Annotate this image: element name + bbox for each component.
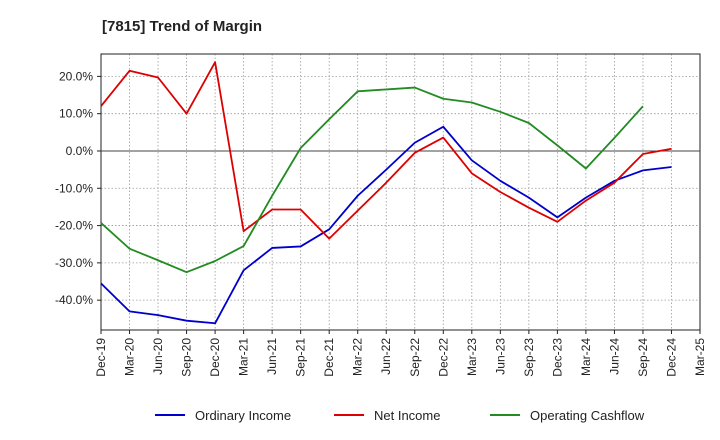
legend-label-operating-cashflow: Operating Cashflow (530, 408, 645, 423)
x-tick-label: Sep-23 (522, 338, 536, 377)
x-tick-label: Jun-24 (607, 338, 621, 375)
x-tick-label: Dec-19 (94, 338, 108, 377)
legend-label-net-income: Net Income (374, 408, 440, 423)
x-tick-label: Mar-25 (693, 338, 707, 376)
y-tick-label: 10.0% (59, 107, 93, 121)
x-tick-label: Sep-22 (408, 338, 422, 377)
y-tick-label: 0.0% (66, 144, 94, 158)
x-tick-label: Sep-21 (294, 338, 308, 377)
x-tick-label: Mar-23 (465, 338, 479, 376)
x-axis-ticks: Dec-19 Mar-20 Jun-20 Sep-20 Dec-20 Mar-21 Jun-… (94, 330, 707, 377)
gridlines (101, 54, 700, 330)
x-tick-label: Sep-24 (636, 338, 650, 377)
x-tick-label: Jun-20 (151, 338, 165, 375)
x-tick-label: Jun-23 (493, 338, 507, 375)
chart-title: [7815] Trend of Margin (102, 18, 262, 35)
x-tick-label: Mar-20 (123, 338, 137, 376)
y-tick-label: -20.0% (55, 219, 93, 233)
x-tick-label: Dec-21 (322, 338, 336, 377)
x-tick-label: Dec-24 (664, 338, 678, 377)
x-tick-label: Mar-24 (579, 338, 593, 376)
y-tick-label: -40.0% (55, 293, 93, 307)
net-income-line (100, 61, 672, 240)
x-tick-label: Jun-21 (265, 338, 279, 375)
x-tick-label: Dec-23 (550, 338, 564, 377)
y-axis-ticks: 20.0% 10.0% 0.0% -10.0% -20.0% -30.0% -40.0% (55, 69, 101, 307)
y-tick-label: -10.0% (55, 181, 93, 195)
x-tick-label: Jun-22 (379, 338, 393, 375)
x-tick-label: Dec-22 (436, 338, 450, 377)
operating-cashflow-line (100, 86, 644, 274)
legend: Ordinary Income Net Income Operating Cashf… (155, 408, 645, 423)
y-tick-label: 20.0% (59, 69, 93, 83)
ordinary-income-line (100, 125, 672, 325)
series-lines (100, 61, 672, 325)
plot-area (100, 53, 701, 331)
x-tick-label: Dec-20 (208, 338, 222, 377)
x-tick-label: Mar-21 (237, 338, 251, 376)
x-tick-label: Mar-22 (351, 338, 365, 376)
x-tick-label: Sep-20 (180, 338, 194, 377)
y-tick-label: -30.0% (55, 256, 93, 270)
legend-label-ordinary-income: Ordinary Income (195, 408, 291, 423)
